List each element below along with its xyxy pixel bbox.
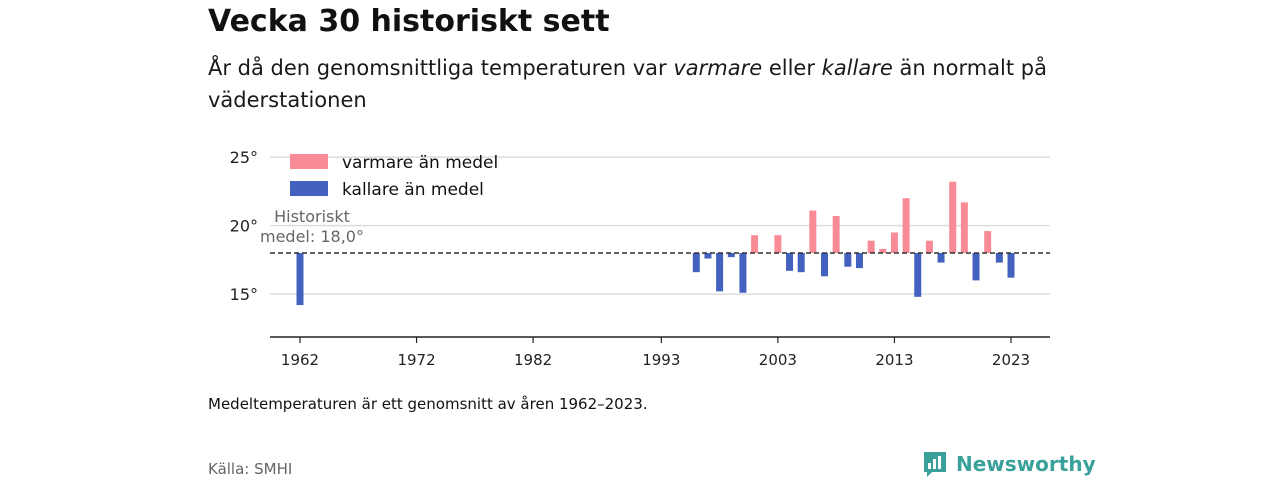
bar-warm [949,181,957,253]
chart-title: Vecka 30 historiskt sett [208,4,610,39]
y-tick-label: 15° [230,285,258,304]
subtitle-text-end: än normalt på väderstationen [208,56,1047,112]
bar-cold [704,253,712,259]
footnote: Medeltemperaturen är ett genomsnitt av å… [208,395,648,413]
bar-warm [879,248,887,253]
subtitle-text-start: År då den genomsnittliga temperaturen va… [208,56,674,80]
x-tick-label: 2023 [992,351,1030,369]
legend-swatch [290,154,328,169]
bar-cold [1007,253,1015,278]
bar-cold [995,253,1003,263]
bar-warm [984,231,992,253]
brand-name: Newsworthy [956,452,1096,476]
x-tick-label: 1993 [642,351,680,369]
bar-warm [925,240,933,253]
x-tick-label: 1962 [281,351,319,369]
bar-warm [751,235,759,253]
bar-cold [716,253,724,292]
legend: varmare än medel kallare än medel [290,153,498,200]
x-tick-label: 1972 [397,351,435,369]
subtitle-text-middle: eller [762,56,822,80]
bar-cold [844,253,852,267]
bar-warm [890,232,898,253]
baseline-label: medel: 18,0° [260,227,364,246]
legend-swatch [290,181,328,196]
bar-cold [937,253,945,263]
bar-warm [774,235,782,253]
bar-warm [832,216,840,253]
source-label: Källa: SMHI [208,460,293,478]
y-axis: 15° 20° 25° [230,148,258,304]
gridlines [270,156,1050,295]
chart-subtitle: År då den genomsnittliga temperaturen va… [208,52,1048,116]
bar-warm [809,210,817,253]
y-tick-label: 25° [230,148,258,167]
bar-cold [692,253,700,273]
bar-warm [867,240,875,253]
bar-cold [296,253,304,306]
x-axis: 1962 1972 1982 1993 2003 2013 2023 [270,336,1050,369]
x-tick-label: 1982 [514,351,552,369]
bar-cold [855,253,863,269]
subtitle-cold-word: kallare [821,56,893,80]
bar-cold [739,253,747,293]
newsworthy-logo-icon [924,452,946,477]
bar-cold [914,253,922,297]
bar-cold [727,253,735,258]
x-tick-label: 2003 [759,351,797,369]
legend-label: kallare än medel [342,180,484,200]
bar-cold [797,253,805,273]
y-tick-label: 20° [230,217,258,236]
bar-cold [972,253,980,281]
bar-cold [821,253,829,277]
bar-warm [902,198,910,253]
bar-cold [786,253,794,271]
subtitle-warm-word: varmare [673,56,763,80]
x-tick-label: 2013 [875,351,913,369]
legend-label: varmare än medel [342,153,498,173]
brand-logo[interactable]: Newsworthy [922,450,1096,478]
bars [296,181,1015,306]
bar-warm [960,202,968,253]
baseline-label: Historiskt [274,207,350,226]
